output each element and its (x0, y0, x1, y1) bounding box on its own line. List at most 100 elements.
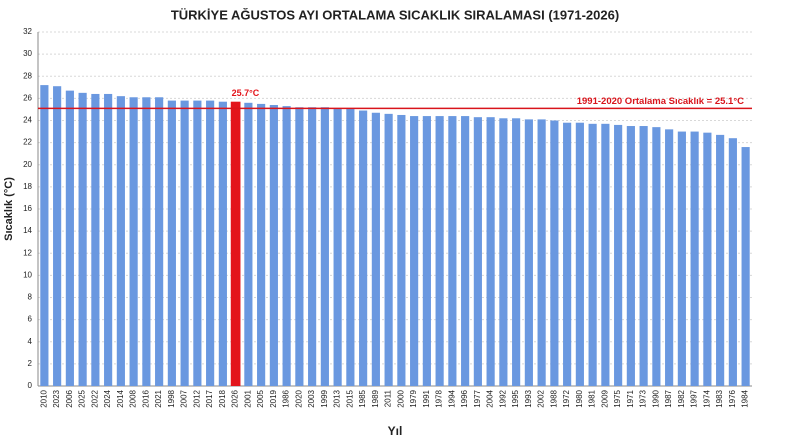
bar (422, 116, 431, 386)
x-tick-label: 1985 (358, 389, 367, 407)
x-tick-label: 1982 (677, 389, 686, 407)
bar (537, 119, 546, 387)
x-tick-label: 1980 (575, 389, 584, 407)
y-tick-label: 20 (23, 160, 32, 169)
y-tick-label: 32 (23, 27, 32, 36)
x-tick-label: 1989 (371, 389, 380, 407)
x-tick-label: 1984 (741, 389, 750, 407)
bar (40, 85, 49, 386)
x-tick-label: 1987 (664, 389, 673, 407)
x-tick-label: 1996 (460, 389, 469, 407)
y-tick-label: 14 (23, 226, 32, 235)
y-tick-label: 10 (23, 270, 32, 279)
x-tick-label: 1971 (626, 389, 635, 407)
x-tick-label: 2015 (345, 389, 354, 407)
bar (435, 116, 444, 386)
bar (690, 131, 699, 386)
y-tick-label: 26 (23, 93, 32, 102)
x-tick-label: 2004 (486, 389, 495, 407)
bar (461, 116, 470, 386)
bar (563, 122, 572, 387)
x-tick-label: 2017 (205, 389, 214, 407)
bar (728, 138, 737, 386)
x-tick-label: 2022 (90, 389, 99, 407)
x-tick-label: 2002 (537, 389, 546, 407)
bar (486, 117, 495, 387)
bar (575, 122, 584, 387)
x-tick-label: 2026 (231, 389, 240, 407)
x-tick-label: 1993 (524, 389, 533, 407)
bar (677, 131, 686, 386)
bar (716, 134, 725, 386)
bar (359, 110, 368, 386)
reference-label: 1991-2020 Ortalama Sıcaklık = 25.1°C (577, 96, 744, 107)
y-tick-label: 12 (23, 248, 32, 257)
bar (257, 103, 266, 386)
x-tick-label: 2025 (78, 389, 87, 407)
bar (244, 102, 253, 387)
x-tick-label: 2020 (294, 389, 303, 407)
bar (333, 108, 342, 387)
x-tick-label: 1978 (435, 389, 444, 407)
x-tick-label: 2009 (600, 389, 609, 407)
x-tick-label: 1979 (409, 389, 418, 407)
bar (601, 123, 610, 386)
x-tick-label: 2019 (269, 389, 278, 407)
bar (703, 132, 712, 386)
x-tick-label: 1981 (588, 389, 597, 407)
bar (155, 97, 164, 387)
x-tick-label: 1973 (639, 389, 648, 407)
bar (320, 107, 329, 386)
bar (652, 127, 661, 386)
x-tick-label: 1997 (690, 389, 699, 407)
x-tick-label: 1990 (651, 389, 660, 407)
bar (142, 97, 151, 387)
x-tick-label: 2021 (154, 389, 163, 407)
bar (91, 93, 100, 386)
x-tick-label: 2012 (192, 389, 201, 407)
bar (550, 120, 559, 386)
x-tick-label: 2016 (141, 389, 150, 407)
x-tick-label: 2006 (65, 389, 74, 407)
x-tick-label: 1988 (549, 389, 558, 407)
bar (741, 147, 750, 386)
x-tick-label: 1999 (320, 389, 329, 407)
bar (104, 93, 113, 386)
y-tick-label: 28 (23, 71, 32, 80)
y-tick-label: 0 (28, 381, 33, 390)
bar (308, 107, 317, 386)
x-tick-label: 2018 (218, 389, 227, 407)
y-tick-label: 22 (23, 138, 32, 147)
bar (448, 116, 457, 386)
x-tick-label: 2005 (256, 389, 265, 407)
x-tick-label: 2000 (396, 389, 405, 407)
bar (269, 105, 278, 386)
bar (371, 112, 380, 386)
x-tick-label: 2024 (103, 389, 112, 407)
x-tick-label: 2011 (384, 389, 393, 407)
x-tick-label: 2007 (180, 389, 189, 407)
x-tick-label: 1972 (562, 389, 571, 407)
bar (524, 119, 533, 387)
bar (639, 126, 648, 386)
bar (193, 100, 202, 387)
x-tick-label: 1998 (167, 389, 176, 407)
bar (78, 92, 87, 386)
x-tick-label: 2008 (129, 389, 138, 407)
x-tick-label: 1974 (702, 389, 711, 407)
bar (167, 100, 176, 387)
x-tick-label: 2010 (39, 389, 48, 407)
bar (614, 124, 623, 387)
bar (218, 101, 227, 386)
y-tick-label: 8 (28, 293, 33, 302)
bar (346, 108, 355, 387)
y-tick-label: 4 (28, 337, 33, 346)
bar (206, 100, 215, 387)
bar (665, 129, 674, 386)
y-tick-label: 24 (23, 116, 32, 125)
x-tick-label: 2001 (243, 389, 252, 407)
chart-title: TÜRKİYE AĞUSTOS AYI ORTALAMA SICAKLIK SI… (171, 7, 619, 22)
y-tick-label: 30 (23, 49, 32, 58)
y-axis-label: Sıcaklık (°C) (3, 177, 15, 241)
